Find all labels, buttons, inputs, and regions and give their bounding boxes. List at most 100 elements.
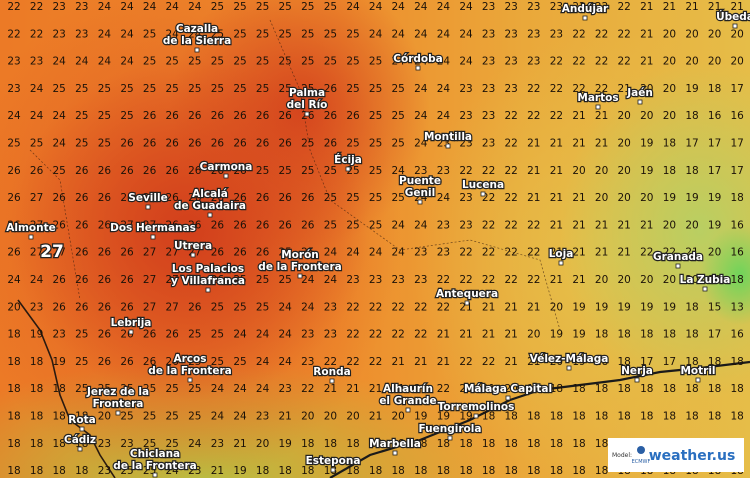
temperature-value: 21 bbox=[211, 465, 224, 477]
place-label-line: Montilla bbox=[424, 131, 472, 143]
place-marker bbox=[145, 204, 151, 210]
temperature-value: 26 bbox=[53, 219, 67, 231]
temperature-value: 26 bbox=[279, 110, 293, 122]
temperature-value: 17 bbox=[685, 138, 698, 150]
temperature-value: 22 bbox=[505, 274, 518, 286]
temperature-value: 18 bbox=[663, 411, 676, 423]
temperature-value: 22 bbox=[482, 247, 495, 259]
temperature-value: 21 bbox=[346, 383, 359, 395]
temperature-value: 25 bbox=[233, 274, 246, 286]
temperature-value: 21 bbox=[392, 356, 405, 368]
temperature-value: 22 bbox=[482, 165, 495, 177]
temperature-value: 18 bbox=[505, 465, 518, 477]
place-label: Rota bbox=[68, 414, 95, 426]
temperature-value: 22 bbox=[459, 383, 472, 395]
temperature-value: 18 bbox=[482, 411, 495, 423]
temperature-value: 23 bbox=[482, 28, 495, 40]
temperature-value: 24 bbox=[279, 356, 293, 368]
place-label: Los Palacios y Villafranca bbox=[171, 263, 245, 287]
temperature-value: 23 bbox=[459, 110, 472, 122]
place-label-line: Motril bbox=[680, 365, 715, 377]
place-label-line: Dos Hermanas bbox=[110, 222, 196, 234]
temperature-value: 20 bbox=[618, 138, 631, 150]
temperature-value: 20 bbox=[98, 411, 111, 423]
temperature-value: 26 bbox=[188, 165, 202, 177]
place-label-line: Cazalla bbox=[176, 23, 218, 35]
temperature-value: 19 bbox=[279, 438, 292, 450]
temperature-value: 20 bbox=[595, 192, 608, 204]
place-label: Marbella bbox=[369, 438, 421, 450]
legend-provider: ECMWF bbox=[632, 459, 651, 465]
temperature-value: 23 bbox=[392, 274, 405, 286]
temperature-value: 22 bbox=[392, 301, 405, 313]
temperature-value: 24 bbox=[143, 1, 157, 13]
temperature-value: 25 bbox=[324, 219, 337, 231]
temperature-value: 22 bbox=[7, 1, 20, 13]
temperature-value: 20 bbox=[324, 411, 337, 423]
place-marker bbox=[345, 166, 351, 172]
temperature-value: 18 bbox=[392, 465, 405, 477]
temperature-value: 26 bbox=[211, 192, 225, 204]
temperature-value: 25 bbox=[75, 83, 88, 95]
temperature-value: 25 bbox=[143, 383, 156, 395]
temperature-value: 22 bbox=[550, 83, 563, 95]
temperature-value: 19 bbox=[685, 83, 698, 95]
temperature-value: 25 bbox=[369, 138, 382, 150]
temperature-value: 26 bbox=[166, 219, 180, 231]
temperature-value: 19 bbox=[414, 411, 427, 423]
temperature-value: 22 bbox=[414, 301, 427, 313]
temperature-value: 27 bbox=[53, 247, 66, 259]
temperature-value: 22 bbox=[459, 356, 472, 368]
place-label-line: Morón bbox=[281, 249, 319, 261]
temperature-value: 18 bbox=[7, 329, 20, 341]
place-label: Seville bbox=[128, 192, 167, 204]
temperature-value: 18 bbox=[572, 411, 585, 423]
temperature-value: 20 bbox=[663, 219, 676, 231]
temperature-value: 26 bbox=[53, 274, 67, 286]
temperature-value: 24 bbox=[346, 247, 360, 259]
temperature-value: 24 bbox=[53, 56, 67, 68]
temperature-value: 23 bbox=[437, 247, 450, 259]
temperature-value: 20 bbox=[685, 219, 698, 231]
temperature-value: 21 bbox=[459, 329, 472, 341]
coastline bbox=[329, 360, 750, 478]
temperature-value: 20 bbox=[572, 165, 585, 177]
temperature-value: 21 bbox=[595, 110, 608, 122]
place-marker bbox=[702, 286, 708, 292]
temperature-value: 19 bbox=[550, 329, 563, 341]
temperature-value: 23 bbox=[550, 28, 563, 40]
temperature-value: 23 bbox=[482, 138, 495, 150]
place-label-line: Vélez-Málaga bbox=[530, 353, 609, 365]
temperature-value: 26 bbox=[143, 165, 157, 177]
temperature-value: 25 bbox=[120, 411, 133, 423]
temperature-value: 20 bbox=[7, 301, 20, 313]
temperature-value: 24 bbox=[414, 1, 428, 13]
temperature-value: 27 bbox=[30, 192, 43, 204]
temperature-value: 21 bbox=[482, 301, 495, 313]
place-marker bbox=[77, 446, 83, 452]
temperature-value: 21 bbox=[663, 1, 676, 13]
temperature-value: 23 bbox=[482, 56, 495, 68]
temperature-value: 25 bbox=[233, 83, 246, 95]
temperature-value: 23 bbox=[505, 28, 518, 40]
temperature-value: 25 bbox=[324, 28, 337, 40]
place-label-line: Lucena bbox=[462, 179, 504, 191]
temperature-value: 25 bbox=[279, 83, 292, 95]
temperature-value: 22 bbox=[482, 219, 495, 231]
temperature-value: 23 bbox=[482, 110, 495, 122]
temperature-value: 23 bbox=[211, 438, 224, 450]
temperature-value: 25 bbox=[256, 28, 269, 40]
temperature-value: 21 bbox=[527, 301, 540, 313]
temperature-value: 25 bbox=[98, 383, 111, 395]
temperature-value: 20 bbox=[618, 165, 631, 177]
temperature-value: 18 bbox=[527, 438, 540, 450]
temperature-value: 22 bbox=[572, 28, 585, 40]
temperature-value: 25 bbox=[143, 411, 156, 423]
temperature-value: 26 bbox=[75, 301, 89, 313]
temperature-value: 26 bbox=[7, 219, 21, 231]
place-label: Alhaurín el Grande bbox=[379, 383, 436, 407]
temperature-value: 21 bbox=[414, 383, 427, 395]
temperature-value: 25 bbox=[392, 192, 405, 204]
temperature-value: 24 bbox=[256, 329, 270, 341]
temperature-value: 21 bbox=[369, 383, 382, 395]
